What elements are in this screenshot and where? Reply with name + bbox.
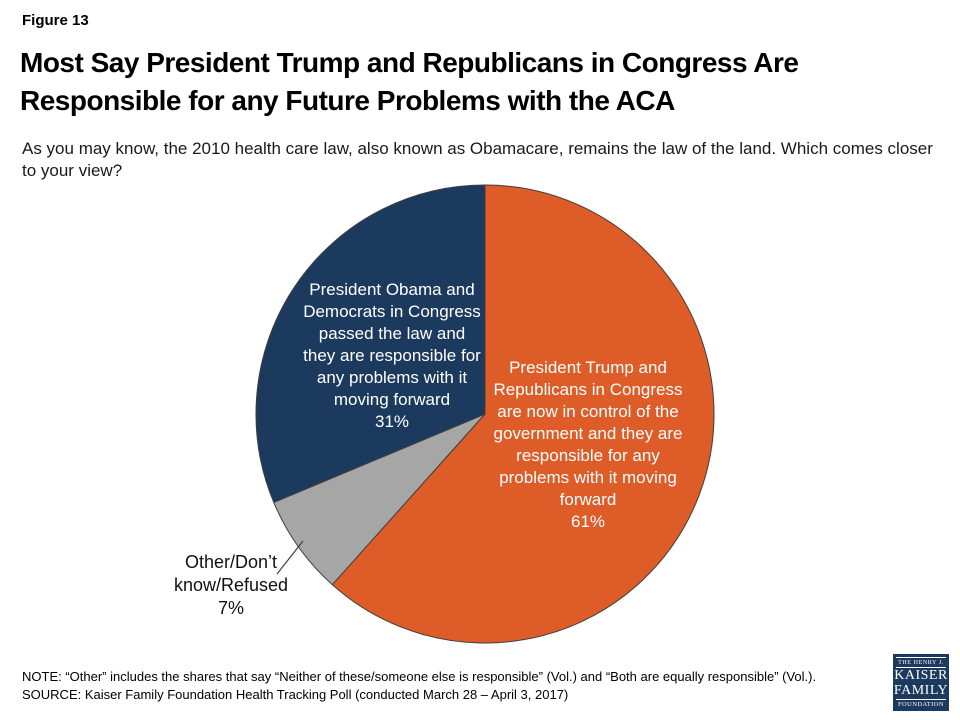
pie-slice-obama-democrats <box>255 184 486 503</box>
source-text: SOURCE: Kaiser Family Foundation Health … <box>22 687 569 702</box>
pie-slices <box>255 184 715 644</box>
note-text: NOTE: “Other” includes the shares that s… <box>22 669 817 684</box>
kff-logo: THE HENRY J. KAISER FAMILY FOUNDATION <box>893 654 949 711</box>
kff-logo-the-henry-j: THE HENRY J. <box>896 657 946 668</box>
pie-label-trump-republicans: President Trump and Republicans in Congr… <box>493 358 683 531</box>
figure-label: Figure 13 <box>22 12 89 29</box>
pie-label-obama-democrats: President Obama and Democrats in Congres… <box>303 280 481 431</box>
subtitle-question: As you may know, the 2010 health care la… <box>22 139 933 180</box>
pie-label-other-dont-know-refused: Other/Don’t know/Refused 7% <box>173 552 289 618</box>
pie-slice-trump-republicans <box>331 184 715 644</box>
kff-logo-foundation: FOUNDATION <box>896 698 946 708</box>
kff-logo-kaiser: KAISER <box>894 668 948 683</box>
page-title: Most Say President Trump and Republicans… <box>20 47 799 116</box>
leader-line <box>276 540 304 575</box>
kff-logo-family: FAMILY <box>893 682 949 698</box>
